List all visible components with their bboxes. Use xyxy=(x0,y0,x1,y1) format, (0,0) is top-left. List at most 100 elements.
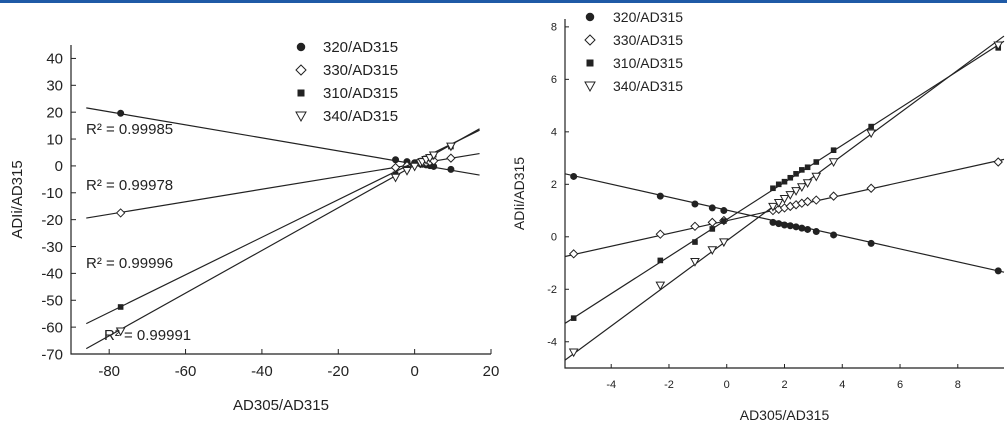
data-point xyxy=(568,348,579,358)
x-tick-label: 20 xyxy=(483,363,500,380)
legend-marker xyxy=(296,42,306,52)
data-point xyxy=(655,229,666,239)
legend-label: 340/AD315 xyxy=(613,78,683,94)
x-tick-label: -20 xyxy=(327,363,349,380)
data-point xyxy=(709,226,716,232)
x-tick-label: -80 xyxy=(98,363,120,380)
top-rule xyxy=(0,0,1007,3)
x-tick-label: 4 xyxy=(839,379,845,391)
data-point xyxy=(994,267,1002,275)
data-point xyxy=(692,239,698,245)
y-tick-label: 40 xyxy=(46,51,63,68)
data-point xyxy=(392,156,400,164)
y-tick-label: -20 xyxy=(41,212,63,229)
data-point xyxy=(813,159,820,165)
r2-annotation: R² = 0.99991 xyxy=(104,327,191,344)
y-tick-label: -30 xyxy=(41,239,63,256)
legend-label: 330/AD315 xyxy=(613,32,683,48)
x-axis-label: AD305/AD315 xyxy=(233,397,329,414)
x-tick-label: -4 xyxy=(606,379,616,391)
data-point xyxy=(447,165,455,173)
data-point xyxy=(867,239,875,247)
data-point xyxy=(446,142,456,152)
data-point xyxy=(798,224,806,232)
data-point xyxy=(691,200,699,208)
data-point xyxy=(811,172,822,182)
data-point xyxy=(804,225,812,233)
y-tick-label: 0 xyxy=(551,232,557,244)
data-point xyxy=(796,183,807,192)
data-point xyxy=(830,147,837,154)
data-point xyxy=(708,204,716,212)
data-point xyxy=(690,258,700,267)
x-tick-label: 6 xyxy=(897,379,903,391)
data-point xyxy=(811,195,821,205)
legend-marker xyxy=(295,111,307,123)
data-point xyxy=(868,123,874,130)
right-chart: 8 6 4 2 0 -2 -4 -4 -2 0 2 4 6 8 AD305/AD315 ADIi/AD315 3… xyxy=(511,9,1005,423)
data-point xyxy=(804,164,811,171)
data-point xyxy=(568,249,579,259)
legend-marker xyxy=(586,59,594,67)
legend-marker xyxy=(584,34,596,46)
legend-label: 330/AD315 xyxy=(323,62,398,79)
data-point xyxy=(802,196,813,207)
x-tick-label: 0 xyxy=(410,363,418,380)
data-point xyxy=(775,181,782,188)
data-point xyxy=(770,185,776,192)
x-tick-label: -2 xyxy=(664,379,674,391)
data-point xyxy=(775,220,783,228)
y-tick-label: 4 xyxy=(551,127,557,139)
data-point xyxy=(570,315,577,321)
left-chart: 40 30 20 10 0 -10 -20 -30 -40 -50 -60 -70 -80 -60 -40 -… xyxy=(9,39,499,414)
r2-annotation: R² = 0.99985 xyxy=(86,121,173,138)
data-point xyxy=(781,178,788,185)
data-point xyxy=(718,238,729,248)
data-point xyxy=(799,167,805,173)
data-point xyxy=(720,207,728,215)
data-point xyxy=(402,167,412,176)
axis-frame xyxy=(70,45,491,355)
data-point xyxy=(787,174,794,181)
data-point xyxy=(781,221,788,229)
y-axis-label: ADIi/AD315 xyxy=(9,160,26,238)
data-point xyxy=(707,246,718,255)
legend-label: 310/AD315 xyxy=(323,85,398,102)
data-point xyxy=(656,192,664,200)
legend-marker xyxy=(584,81,596,93)
data-point xyxy=(793,171,799,177)
data-point xyxy=(802,179,813,189)
data-point xyxy=(779,195,790,204)
data-point xyxy=(828,158,839,168)
y-tick-label: 30 xyxy=(46,78,63,95)
legend-marker xyxy=(295,64,307,76)
data-point xyxy=(655,281,666,291)
data-point xyxy=(117,109,125,117)
y-tick-label: -4 xyxy=(547,337,557,349)
data-point xyxy=(409,162,420,172)
legend-label: 320/AD315 xyxy=(613,9,683,25)
data-point xyxy=(428,151,439,161)
y-tick-label: 2 xyxy=(551,179,557,191)
data-point xyxy=(115,327,126,337)
data-point xyxy=(768,202,778,212)
legend-label: 340/AD315 xyxy=(323,108,398,125)
data-point xyxy=(993,41,1004,51)
y-tick-label: 20 xyxy=(46,104,63,121)
data-point xyxy=(866,129,876,139)
data-point xyxy=(570,172,578,180)
data-point xyxy=(115,208,126,218)
y-tick-label: -10 xyxy=(41,185,63,202)
data-point xyxy=(785,191,796,200)
y-tick-label: 0 xyxy=(55,158,63,175)
axis-frame xyxy=(564,19,1004,369)
data-point xyxy=(657,257,664,264)
y-tick-label: 8 xyxy=(551,22,557,34)
data-point xyxy=(786,222,794,230)
y-axis-label: ADIi/AD315 xyxy=(511,157,527,230)
x-tick-label: 0 xyxy=(724,379,730,391)
data-point xyxy=(866,183,876,193)
legend-label: 320/AD315 xyxy=(323,39,398,56)
data-point xyxy=(828,191,839,201)
